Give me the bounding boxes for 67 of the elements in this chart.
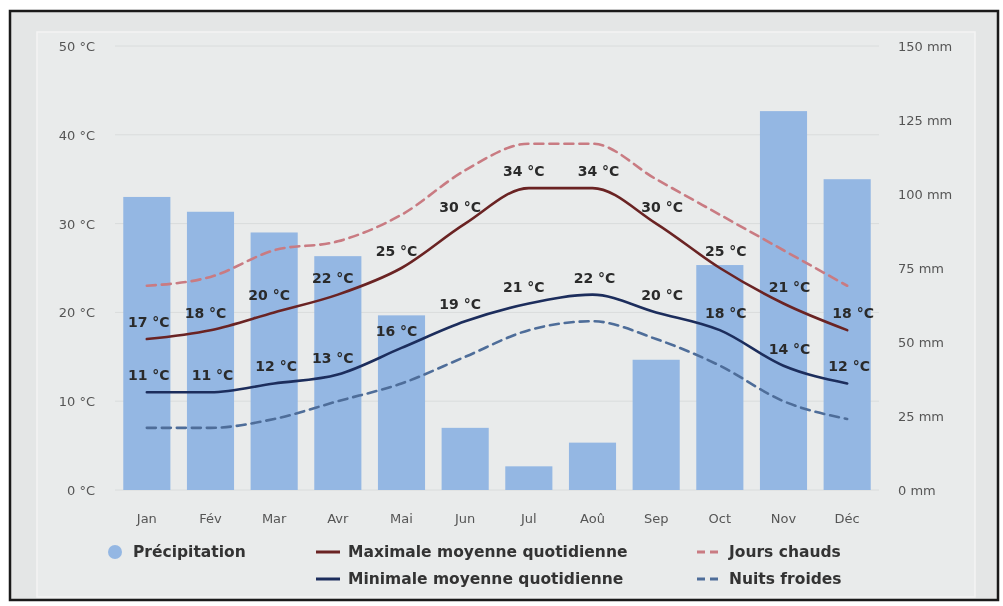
y2-tick-label: 0 mm	[898, 483, 936, 498]
bar	[568, 442, 617, 490]
bar	[123, 196, 171, 490]
data-label: 25 °C	[705, 243, 747, 259]
data-label: 11 °C	[191, 367, 234, 384]
data-label: 12 °C	[828, 358, 870, 375]
bar	[441, 427, 489, 490]
y2-tick-label: 50 mm	[898, 335, 945, 350]
legend-label: Minimale moyenne quotidienne	[348, 570, 624, 588]
bar	[823, 179, 871, 490]
data-label: 34 °C	[577, 163, 620, 180]
y-tick-label: 30 °C	[58, 216, 95, 232]
x-tick-label: Fév	[199, 511, 223, 526]
x-tick-label: Mar	[261, 511, 288, 526]
bar	[505, 466, 553, 490]
data-label: 18 °C	[705, 305, 747, 322]
data-label: 18 °C	[184, 305, 227, 322]
bar	[759, 111, 808, 490]
data-label: 19 °C	[439, 296, 481, 313]
data-label: 16 °C	[375, 322, 418, 339]
data-label: 34 °C	[503, 163, 545, 180]
y-tick-label: 20 °C	[58, 305, 95, 321]
x-tick-label: Sep	[643, 511, 669, 526]
bar	[314, 256, 362, 490]
y2-tick-label: 100 mm	[898, 187, 953, 202]
y-tick-label: 40 °C	[58, 127, 95, 143]
x-tick-label: Oct	[708, 511, 732, 526]
legend-label: Maximale moyenne quotidienne	[348, 543, 628, 561]
data-label: 20 °C	[641, 287, 683, 304]
legend-label: Nuits froides	[729, 570, 842, 588]
data-label: 13 °C	[312, 349, 354, 366]
y-tick-label: 0 °C	[67, 483, 95, 498]
data-label: 30 °C	[439, 198, 481, 215]
data-label: 22 °C	[573, 269, 616, 286]
data-label: 21 °C	[768, 278, 811, 295]
data-label: 18 °C	[832, 305, 874, 322]
bar	[632, 359, 680, 490]
x-tick-label: Avr	[327, 511, 350, 526]
data-label: 12 °C	[255, 358, 297, 375]
bar	[377, 315, 426, 490]
legend-label: Jours chauds	[728, 543, 841, 561]
x-tick-label: Déc	[834, 511, 860, 526]
data-label: 30 °C	[641, 198, 683, 215]
x-tick-label: Jul	[519, 511, 537, 526]
x-tick-label: Nov	[770, 511, 797, 526]
x-tick-label: Jan	[135, 511, 157, 526]
data-label: 22 °C	[312, 269, 354, 286]
x-tick-label: Jun	[454, 511, 476, 526]
data-label: 14 °C	[768, 340, 811, 357]
bar	[186, 211, 235, 490]
bar	[250, 232, 298, 490]
x-tick-label: Aoû	[580, 511, 605, 526]
legend-label: Précipitation	[133, 543, 246, 561]
data-label: 20 °C	[248, 287, 290, 304]
x-tick-label: Mai	[390, 511, 413, 526]
line-series	[145, 186, 849, 341]
y-tick-label: 50 °C	[58, 39, 95, 54]
y2-tick-label: 75 mm	[898, 261, 945, 276]
y2-tick-label: 150 mm	[898, 39, 953, 54]
y-tick-label: 10 °C	[58, 394, 95, 410]
data-label: 21 °C	[503, 278, 545, 295]
data-label: 25 °C	[375, 243, 418, 259]
data-label: 11 °C	[128, 367, 170, 384]
data-label: 17 °C	[128, 314, 170, 331]
bar	[696, 265, 744, 490]
y2-tick-label: 25 mm	[898, 409, 945, 424]
y2-tick-label: 125 mm	[898, 113, 953, 128]
